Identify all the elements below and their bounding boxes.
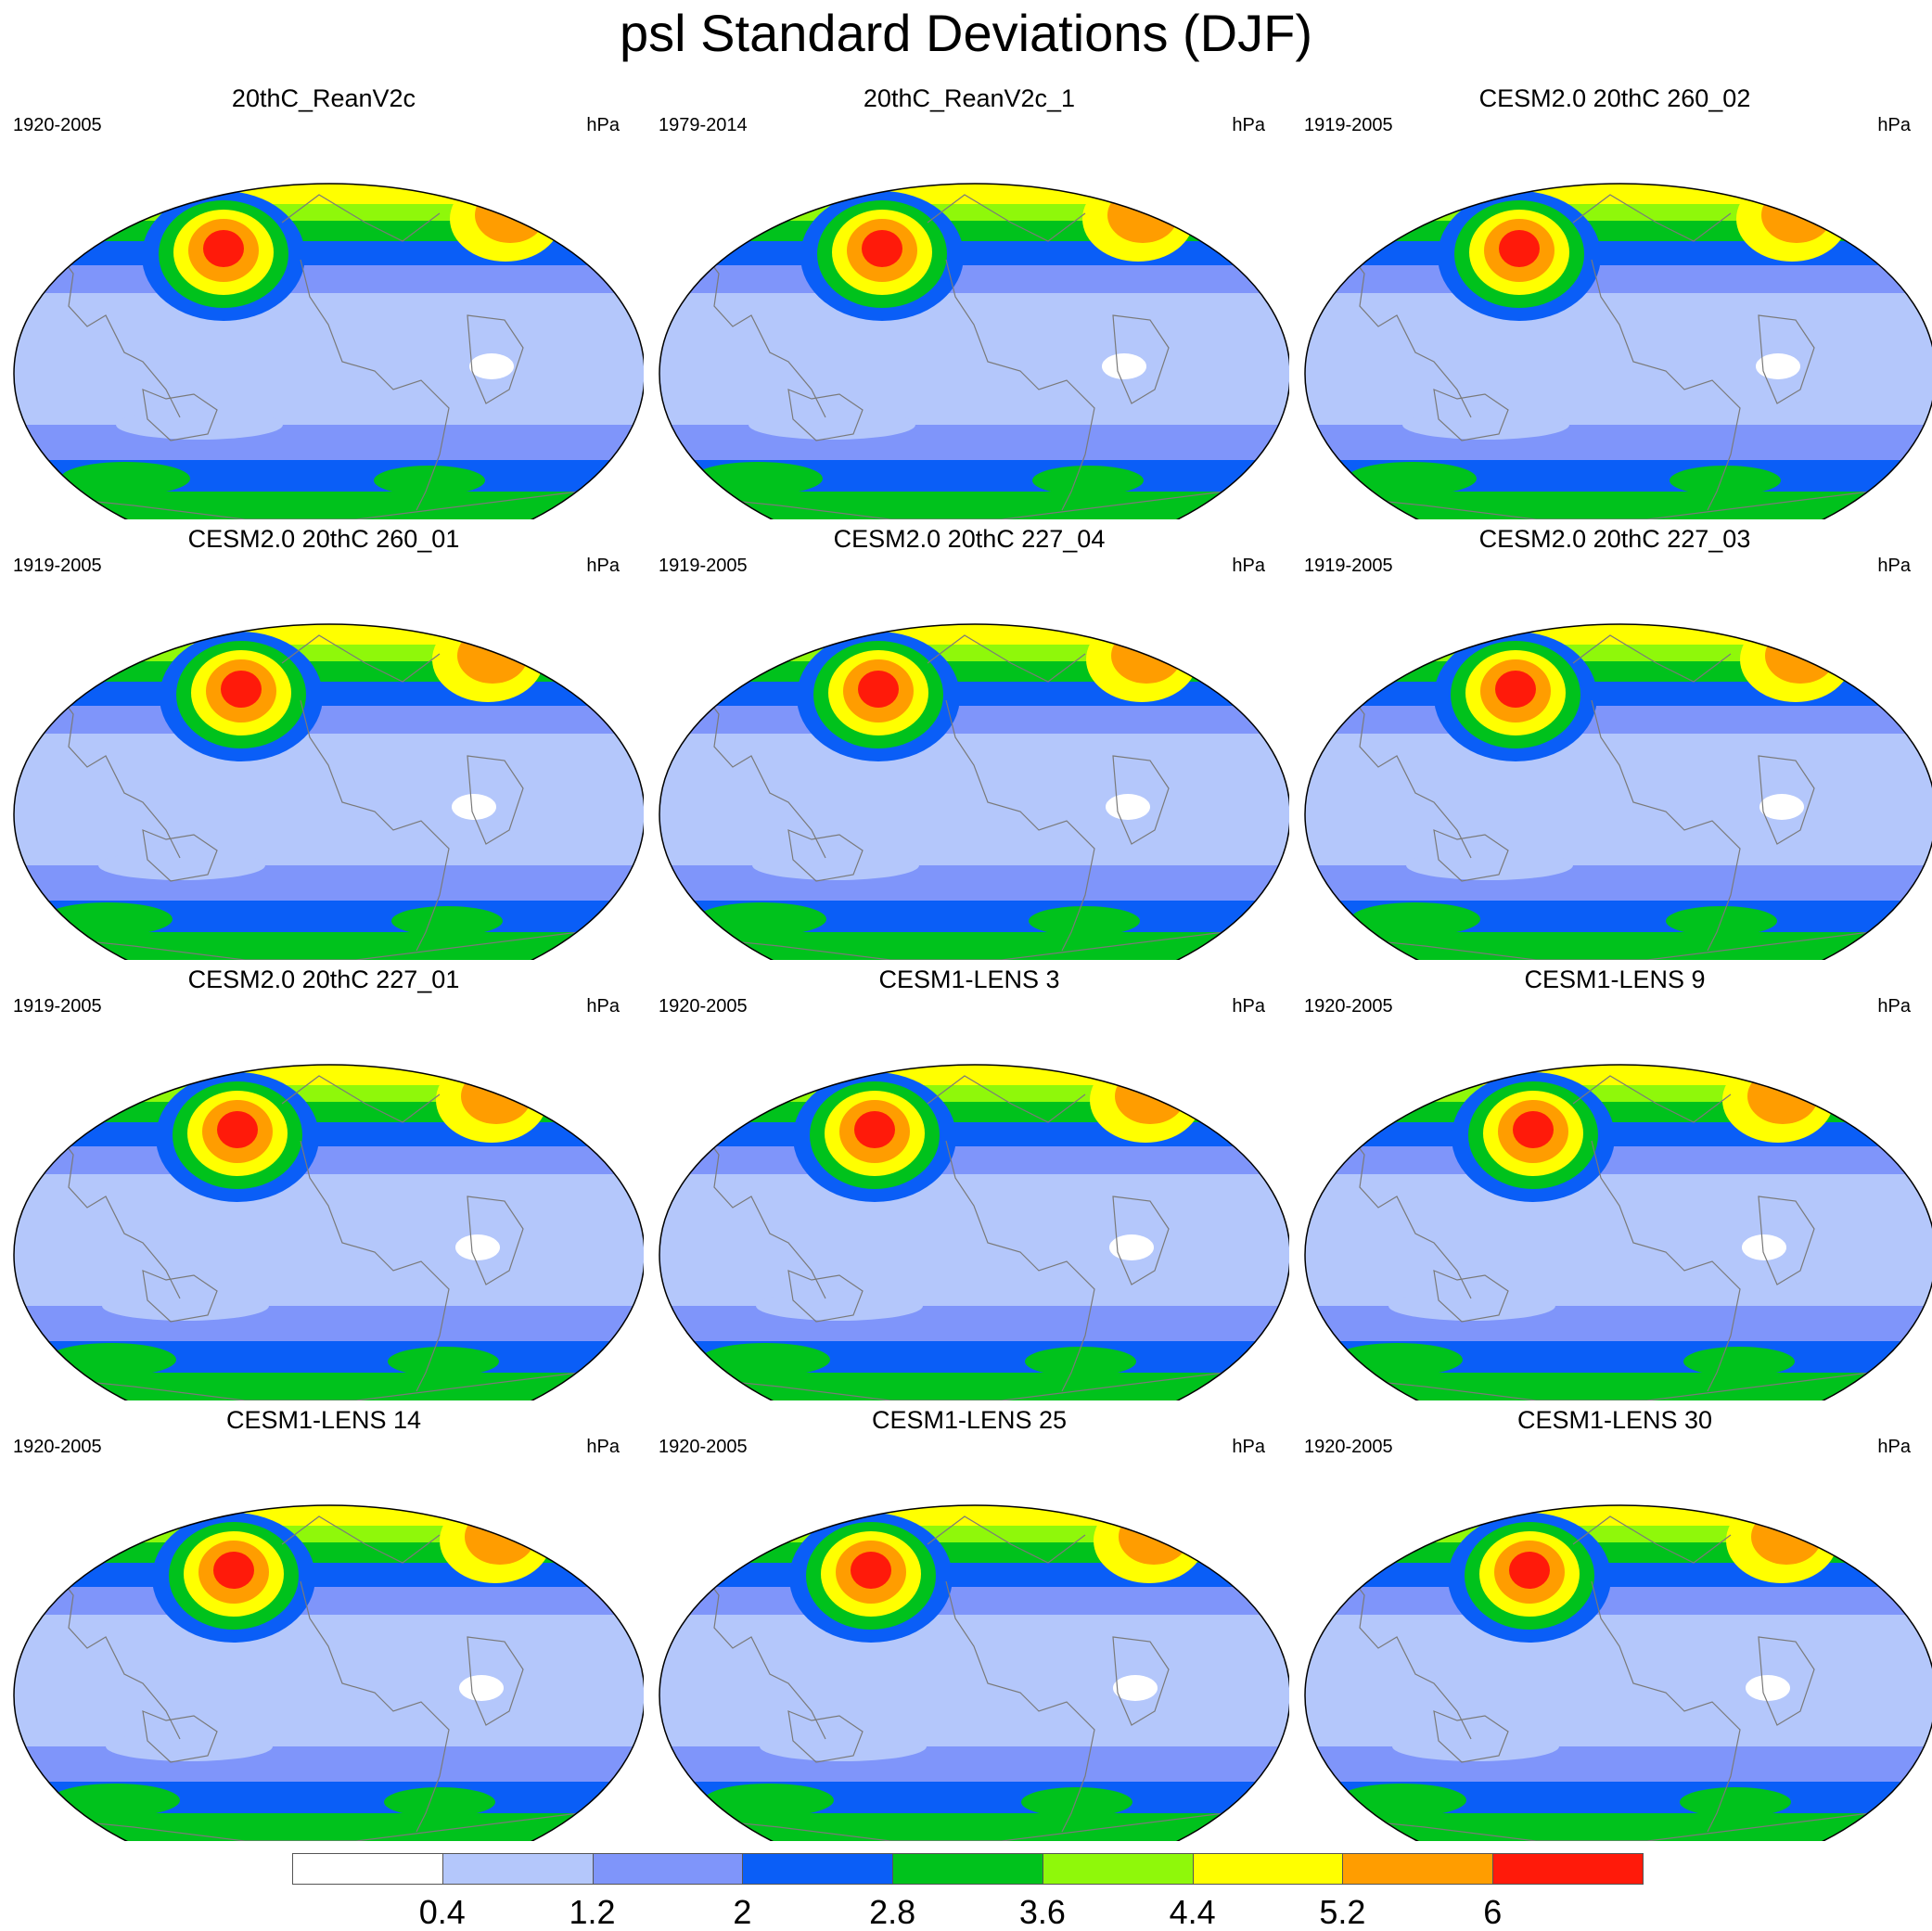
contour-map <box>659 183 1289 519</box>
colorbar <box>292 1853 1644 1888</box>
map-panel: CESM1-LENS 9 1920-2005 hPa <box>1295 965 1932 1400</box>
map-panel: 20thC_ReanV2c_1 1979-2014 hPa <box>649 83 1289 519</box>
panel-title: CESM2.0 20thC 227_03 <box>1478 525 1751 553</box>
panel-title: CESM1-LENS 9 <box>1524 966 1706 993</box>
map-panel: CESM1-LENS 3 1920-2005 hPa <box>649 965 1289 1400</box>
panel-title: CESM1-LENS 14 <box>225 1406 422 1434</box>
map-panel: 20thC_ReanV2c 1920-2005 hPa <box>4 83 644 519</box>
panel-title: CESM1-LENS 25 <box>871 1406 1068 1434</box>
panel-title: CESM1-LENS 30 <box>1516 1406 1713 1434</box>
panel-years: 1919-2005 <box>13 996 102 1017</box>
panel-years: 1919-2005 <box>13 556 102 576</box>
panel-units: hPa <box>586 115 620 135</box>
panel-units: hPa <box>1877 556 1911 576</box>
panel-units: hPa <box>1877 996 1911 1017</box>
map-panel: CESM2.0 20thC 227_04 1919-2005 hPa <box>649 524 1289 960</box>
contour-map <box>659 623 1289 960</box>
map-panel: CESM2.0 20thC 260_01 1919-2005 hPa <box>4 524 644 960</box>
panel-years: 1920-2005 <box>13 115 102 135</box>
colorbar-tick-label: 3.6 <box>1018 1893 1066 1931</box>
panel-years: 1920-2005 <box>659 996 748 1017</box>
map-panel: CESM1-LENS 30 1920-2005 hPa <box>1295 1405 1932 1841</box>
map-panel: CESM1-LENS 25 1920-2005 hPa <box>649 1405 1289 1841</box>
colorbar-tick-label: 5.2 <box>1319 1893 1366 1931</box>
contour-map <box>1304 1504 1932 1841</box>
colorbar-swatch <box>1342 1853 1494 1885</box>
map-panel: CESM2.0 20thC 227_01 1919-2005 hPa <box>4 965 644 1400</box>
colorbar-swatch <box>441 1853 594 1885</box>
contour-map <box>1304 1064 1932 1400</box>
panel-title: CESM2.0 20thC 260_01 <box>187 525 460 553</box>
contour-map <box>1304 623 1932 960</box>
colorbar-swatch <box>742 1853 894 1885</box>
panel-units: hPa <box>1232 556 1265 576</box>
panel-years: 1920-2005 <box>1304 1437 1393 1457</box>
panel-title: CESM2.0 20thC 260_02 <box>1478 84 1751 112</box>
contour-map <box>13 183 644 519</box>
colorbar-tick-label: 4.4 <box>1169 1893 1216 1931</box>
panel-title: 20thC_ReanV2c <box>231 84 416 112</box>
contour-map <box>13 1064 644 1400</box>
contour-map <box>13 1504 644 1841</box>
panel-units: hPa <box>1232 996 1265 1017</box>
panel-units: hPa <box>586 1437 620 1457</box>
map-panel: CESM2.0 20thC 260_02 1919-2005 hPa <box>1295 83 1932 519</box>
colorbar-swatch <box>1192 1853 1344 1885</box>
map-panel: CESM2.0 20thC 227_03 1919-2005 hPa <box>1295 524 1932 960</box>
colorbar-swatch <box>892 1853 1043 1885</box>
colorbar-tick-label: 6 <box>1483 1893 1503 1931</box>
contour-map <box>13 623 644 960</box>
panel-units: hPa <box>1232 1437 1265 1457</box>
panel-title: CESM2.0 20thC 227_01 <box>187 966 460 993</box>
colorbar-swatch <box>292 1853 443 1885</box>
panel-years: 1920-2005 <box>659 1437 748 1457</box>
panel-years: 1979-2014 <box>659 115 748 135</box>
contour-map <box>659 1504 1289 1841</box>
panel-years: 1919-2005 <box>1304 556 1393 576</box>
panel-title: CESM2.0 20thC 227_04 <box>833 525 1106 553</box>
colorbar-swatch <box>592 1853 744 1885</box>
colorbar-tick-label: 1.2 <box>569 1893 616 1931</box>
colorbar-tick-label: 0.4 <box>418 1893 466 1931</box>
panel-units: hPa <box>586 996 620 1017</box>
colorbar-swatch <box>1492 1853 1644 1885</box>
panel-years: 1920-2005 <box>13 1437 102 1457</box>
panel-units: hPa <box>1877 1437 1911 1457</box>
map-panel: CESM1-LENS 14 1920-2005 hPa <box>4 1405 644 1841</box>
panel-title: CESM1-LENS 3 <box>878 966 1060 993</box>
panel-units: hPa <box>586 556 620 576</box>
panel-years: 1919-2005 <box>659 556 748 576</box>
figure-title: psl Standard Deviations (DJF) <box>620 4 1312 62</box>
colorbar-tick-label: 2 <box>733 1893 752 1931</box>
contour-map <box>1304 183 1932 519</box>
colorbar-swatch <box>1042 1853 1194 1885</box>
panel-units: hPa <box>1877 115 1911 135</box>
panel-years: 1920-2005 <box>1304 996 1393 1017</box>
colorbar-tick-label: 2.8 <box>869 1893 916 1931</box>
contour-map <box>659 1064 1289 1400</box>
panel-units: hPa <box>1232 115 1265 135</box>
panel-title: 20thC_ReanV2c_1 <box>863 84 1076 112</box>
panel-years: 1919-2005 <box>1304 115 1393 135</box>
